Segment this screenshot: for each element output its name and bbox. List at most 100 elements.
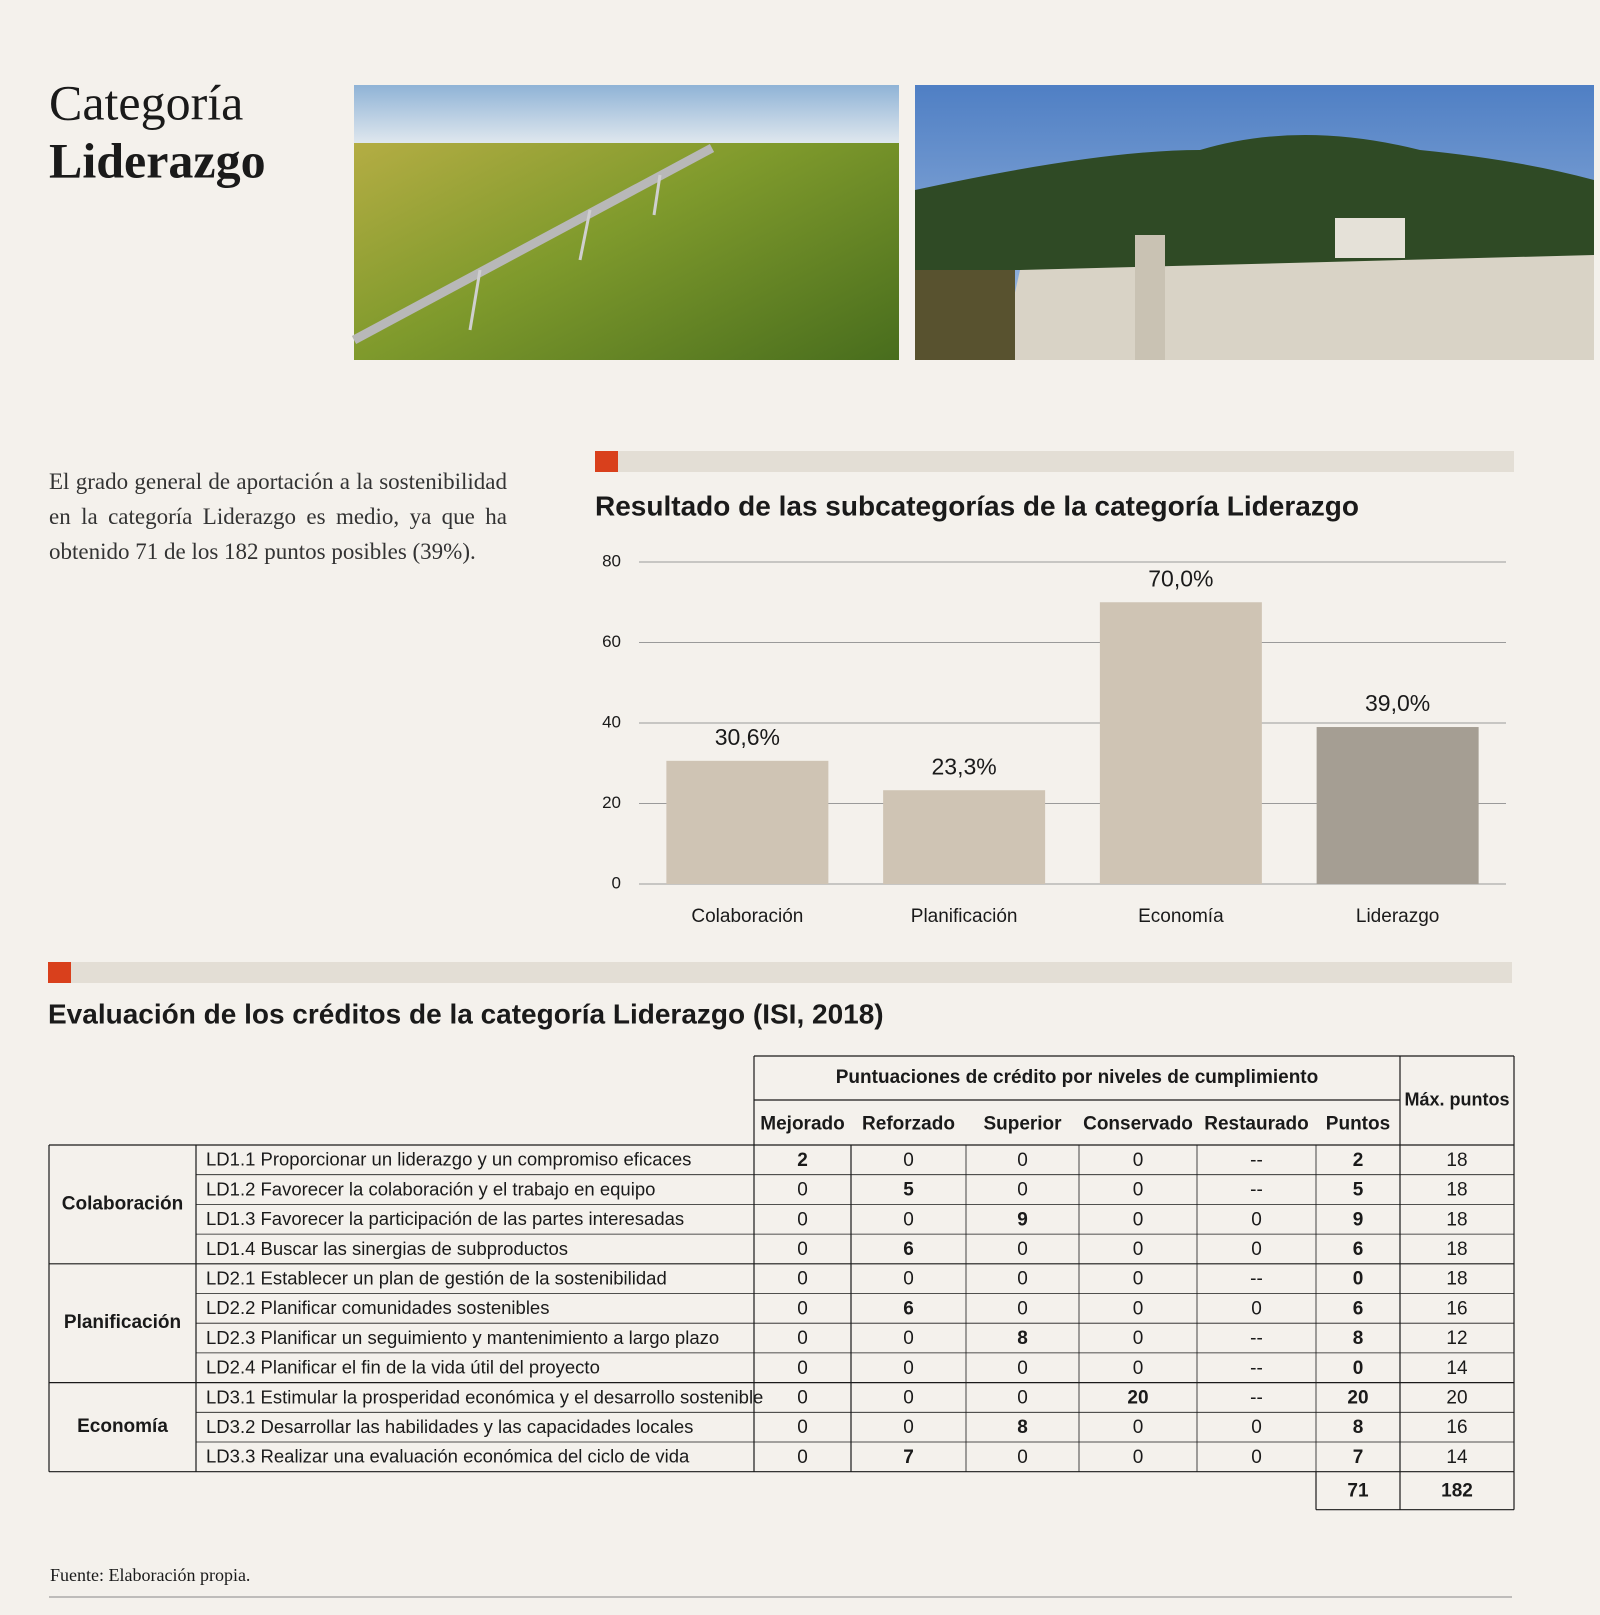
table-cell: 0 (1133, 1180, 1144, 1201)
table-cell: 0 (1017, 1269, 1028, 1290)
intro-text: El grado general de aportación a la sost… (49, 469, 507, 564)
column-header: Máx. puntos (1404, 1089, 1509, 1109)
table-cell: 0 (903, 1150, 914, 1171)
bar (666, 760, 829, 884)
table-cell: 0 (1251, 1447, 1262, 1468)
table-cell: 0 (797, 1328, 808, 1349)
y-tick-label: 40 (602, 712, 621, 731)
table-cell: 0 (903, 1417, 914, 1438)
title-line: Categoría (49, 74, 243, 130)
table-cell: 2 (797, 1150, 808, 1171)
bar (1316, 727, 1479, 884)
table-cell: 18 (1446, 1150, 1467, 1171)
table-cell: 0 (797, 1358, 808, 1379)
table-cell: 0 (903, 1358, 914, 1379)
bar (883, 790, 1046, 884)
x-tick-label: Economía (1138, 906, 1224, 927)
table-cell: 8 (1353, 1328, 1364, 1349)
table-cell: -- (1250, 1387, 1263, 1408)
total-cell: 71 (1347, 1481, 1369, 1502)
table-cell: 0 (1251, 1298, 1262, 1319)
credit-label: LD1.3 Favorecer la participación de las … (206, 1208, 684, 1229)
title-line: Liderazgo (49, 132, 266, 188)
photo-dam (915, 85, 1594, 360)
table-cell: 18 (1446, 1239, 1467, 1260)
column-header: Puntos (1326, 1114, 1390, 1135)
source-note: Fuente: Elaboración propia. (50, 1565, 250, 1585)
column-header: Superior (983, 1114, 1062, 1135)
table-cell: 0 (1133, 1269, 1144, 1290)
table-cell: 0 (1133, 1298, 1144, 1319)
table-cell: 0 (1251, 1239, 1262, 1260)
table-cell: -- (1250, 1269, 1263, 1290)
table-cell: 0 (1353, 1358, 1364, 1379)
table-cell: -- (1250, 1150, 1263, 1171)
table-cell: 0 (1353, 1269, 1364, 1290)
bar (1099, 602, 1262, 884)
table-cell: 14 (1446, 1447, 1468, 1468)
table-cell: 16 (1446, 1417, 1467, 1438)
chart-title: Resultado de las subcategorías de la cat… (595, 490, 1359, 521)
credit-label: LD1.1 Proporcionar un liderazgo y un com… (206, 1149, 691, 1170)
table-cell: 7 (1353, 1447, 1364, 1468)
table-cell: 0 (1133, 1150, 1144, 1171)
table-cell: 0 (903, 1387, 914, 1408)
table-cell: 0 (1251, 1417, 1262, 1438)
credit-label: LD2.3 Planificar un seguimiento y manten… (206, 1327, 719, 1348)
y-tick-label: 0 (612, 873, 621, 892)
table-cell: 2 (1353, 1150, 1364, 1171)
credit-label: LD2.4 Planificar el fin de la vida útil … (206, 1357, 600, 1378)
table-cell: 18 (1446, 1209, 1467, 1230)
table-cell: 16 (1446, 1298, 1467, 1319)
table-cell: 0 (797, 1269, 808, 1290)
table-cell: 6 (1353, 1239, 1364, 1260)
table-cell: 0 (1017, 1239, 1028, 1260)
table-cell: 9 (1017, 1209, 1028, 1230)
table-cell: 0 (797, 1209, 808, 1230)
value-label: 23,3% (932, 753, 997, 779)
table-cell: 0 (1133, 1447, 1144, 1468)
table-cell: 18 (1446, 1180, 1467, 1201)
photo-field (351, 85, 899, 360)
table-cell: 9 (1353, 1209, 1364, 1230)
credit-label: LD2.2 Planificar comunidades sostenibles (206, 1297, 549, 1318)
table-cell: 0 (1017, 1298, 1028, 1319)
x-tick-label: Planificación (911, 906, 1018, 927)
table-cell: 5 (1353, 1180, 1364, 1201)
table-cell: 20 (1347, 1387, 1368, 1408)
table-cell: -- (1250, 1358, 1263, 1379)
x-tick-label: Colaboración (691, 906, 803, 927)
table-cell: 0 (1251, 1209, 1262, 1230)
column-header: Conservado (1083, 1114, 1193, 1135)
credit-label: LD3.2 Desarrollar las habilidades y las … (206, 1416, 693, 1437)
group-label: Economía (77, 1416, 168, 1437)
column-header: Reforzado (862, 1114, 955, 1135)
table-cell: 8 (1017, 1328, 1028, 1349)
table-cell: -- (1250, 1328, 1263, 1349)
table-cell: 0 (903, 1209, 914, 1230)
column-group-header: Puntuaciones de crédito por niveles de c… (836, 1067, 1319, 1088)
value-label: 39,0% (1365, 690, 1430, 716)
table-cell: 0 (1017, 1358, 1028, 1379)
column-header: Restaurado (1204, 1114, 1309, 1135)
y-tick-label: 80 (602, 551, 621, 570)
group-label: Planificación (64, 1312, 181, 1333)
table-cell: 0 (1133, 1209, 1144, 1230)
x-tick-label: Liderazgo (1356, 906, 1439, 927)
table-cell: 0 (1017, 1150, 1028, 1171)
table-cell: 0 (1133, 1239, 1144, 1260)
y-tick-label: 60 (602, 632, 621, 651)
table-cell: 0 (797, 1417, 808, 1438)
table-cell: 8 (1017, 1417, 1028, 1438)
table-cell: 5 (903, 1180, 914, 1201)
table-cell: 8 (1353, 1417, 1364, 1438)
table-cell: 0 (1133, 1328, 1144, 1349)
table-cell: 20 (1127, 1387, 1148, 1408)
table-cell: 0 (797, 1387, 808, 1408)
table-cell: 0 (1017, 1180, 1028, 1201)
table-cell: 0 (903, 1328, 914, 1349)
credit-label: LD3.3 Realizar una evaluación económica … (206, 1446, 690, 1467)
table-title: Evaluación de los créditos de la categor… (48, 998, 884, 1029)
